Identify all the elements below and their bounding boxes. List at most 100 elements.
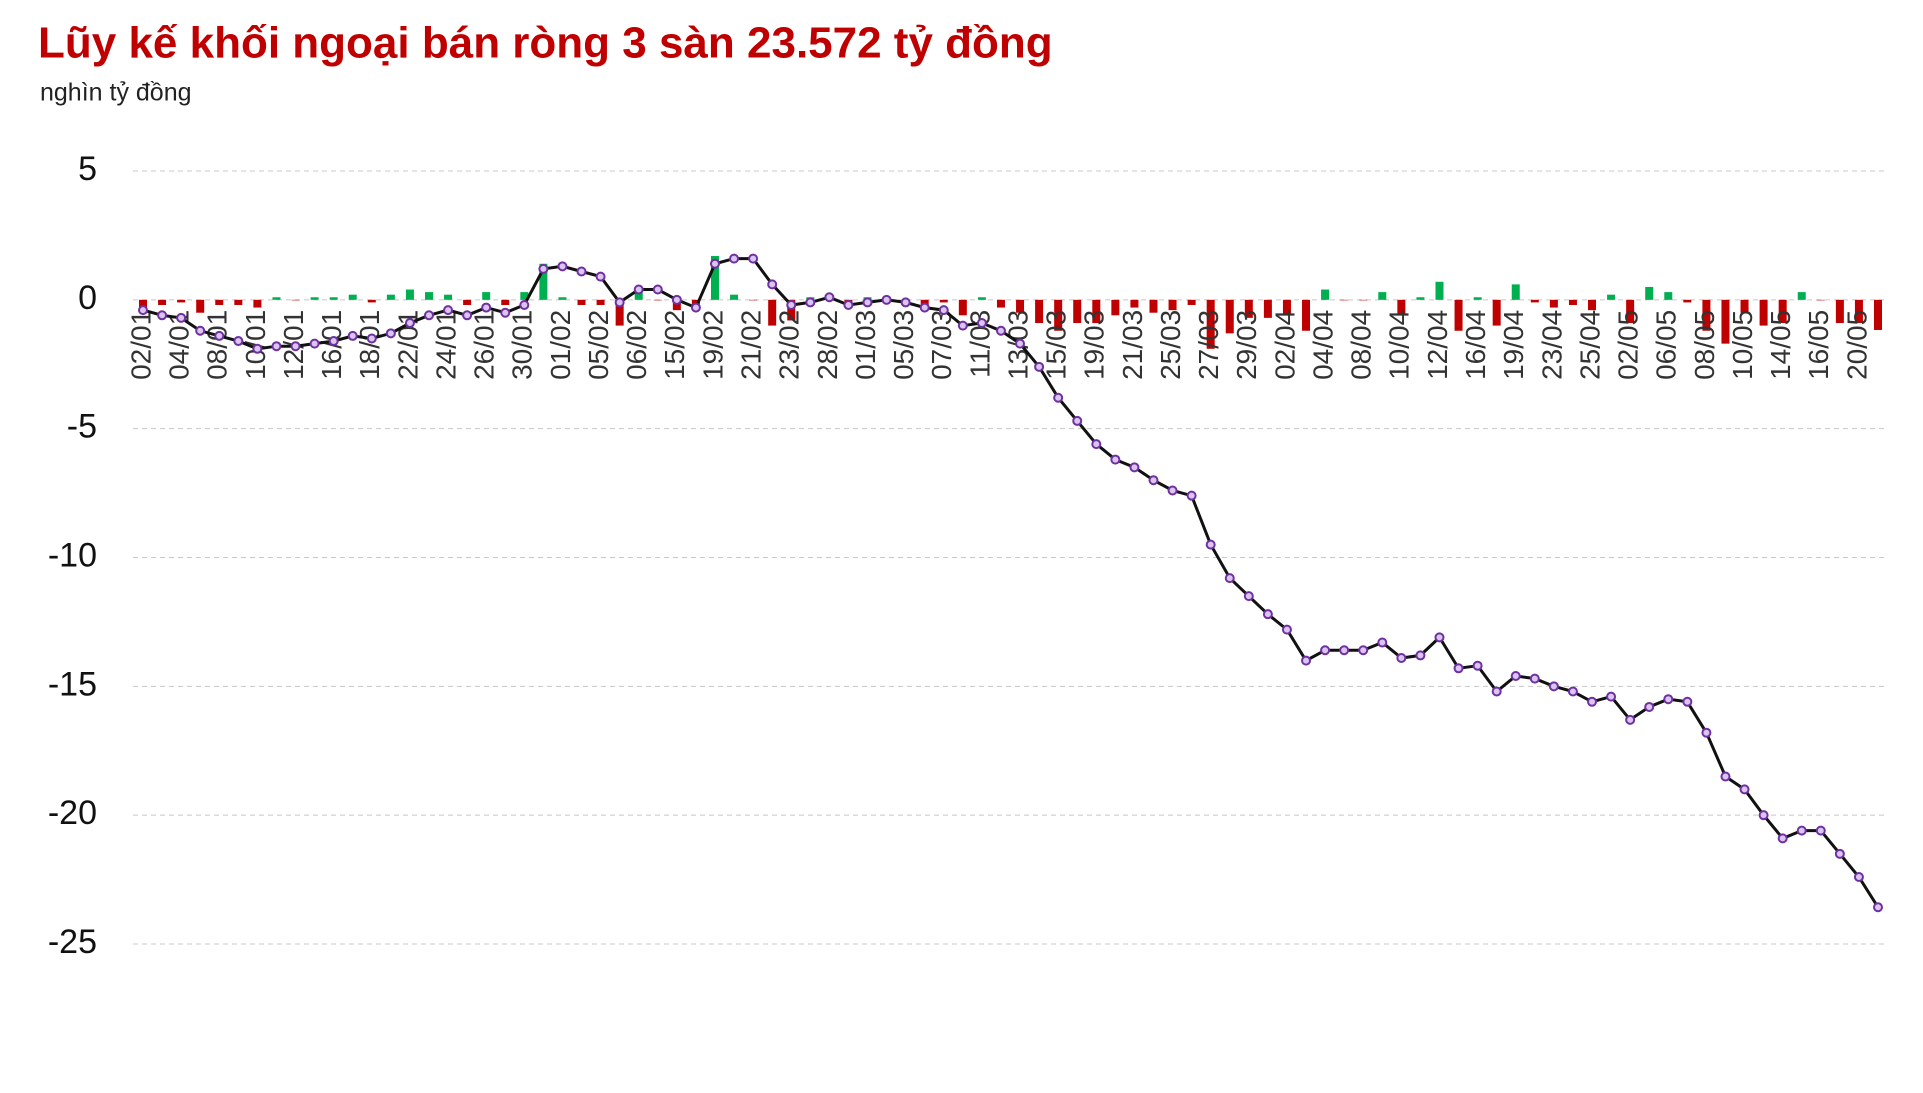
- y-tick-label: -10: [48, 536, 97, 574]
- point: [976, 318, 987, 329]
- point: [1262, 609, 1273, 620]
- bar: [615, 299, 624, 326]
- point: [1015, 338, 1026, 349]
- y-tick-label: 0: [78, 279, 97, 317]
- bar: [463, 299, 472, 305]
- bar: [310, 297, 319, 300]
- point: [1110, 454, 1121, 465]
- bar: [730, 294, 739, 300]
- x-tick-label: 08/04: [1346, 310, 1377, 380]
- bar: [577, 299, 586, 305]
- bar: [996, 299, 1005, 308]
- bar: [1035, 299, 1044, 324]
- bar: [405, 289, 414, 300]
- bar: [1740, 299, 1749, 313]
- bar: [939, 299, 948, 303]
- x-tick-label: 19/04: [1498, 310, 1529, 380]
- bar: [196, 299, 205, 313]
- point: [1186, 490, 1197, 501]
- point: [138, 305, 148, 316]
- point: [938, 305, 949, 316]
- x-tick-label: 02/01: [125, 310, 156, 380]
- point: [385, 328, 396, 339]
- point: [919, 302, 930, 313]
- bar: [272, 297, 281, 300]
- bar: [920, 299, 929, 305]
- point: [1777, 833, 1788, 844]
- x-tick-label: 15/03: [1041, 310, 1072, 380]
- point: [729, 253, 740, 264]
- point: [1663, 694, 1674, 705]
- x-tick-label: 05/03: [888, 310, 919, 380]
- bar: [1263, 299, 1272, 318]
- bar: [253, 299, 262, 308]
- bar: [1244, 299, 1253, 318]
- bar: [1664, 292, 1673, 300]
- bar: [1454, 299, 1463, 331]
- bar: [1416, 297, 1425, 300]
- point: [748, 253, 759, 264]
- bar: [1759, 299, 1768, 326]
- bar: [1321, 289, 1330, 300]
- point: [1358, 645, 1369, 656]
- bar: [329, 297, 338, 300]
- point: [824, 292, 835, 303]
- point: [881, 294, 892, 305]
- x-tick-label: 10/05: [1727, 310, 1758, 380]
- point: [1472, 660, 1483, 671]
- point: [1529, 673, 1540, 684]
- bar: [1549, 299, 1558, 308]
- point: [862, 297, 873, 308]
- bar: [1225, 299, 1234, 334]
- point: [500, 307, 511, 318]
- x-tick-label: 06/05: [1651, 310, 1682, 380]
- x-tick-label: 27/03: [1193, 310, 1224, 380]
- bar: [424, 292, 433, 300]
- x-tick-label: 14/05: [1765, 310, 1796, 380]
- point: [1682, 696, 1693, 707]
- point: [1815, 825, 1826, 836]
- point: [767, 279, 778, 290]
- bar: [749, 299, 758, 301]
- bar: [539, 263, 548, 300]
- bar: [1874, 299, 1882, 330]
- bar: [1702, 299, 1711, 331]
- bar: [1168, 299, 1177, 311]
- point: [176, 312, 187, 323]
- x-tick-label: 10/04: [1384, 310, 1415, 380]
- x-tick-label: 05/02: [583, 310, 614, 380]
- point: [423, 310, 434, 321]
- bar: [348, 294, 357, 300]
- bar: [367, 299, 376, 303]
- bar: [1092, 299, 1101, 324]
- point: [614, 297, 625, 308]
- point: [1758, 810, 1769, 821]
- x-tick-label: 02/05: [1613, 310, 1644, 380]
- point: [1720, 771, 1731, 782]
- bar: [768, 299, 777, 326]
- point: [786, 299, 797, 310]
- x-tick-label: 21/03: [1117, 310, 1148, 380]
- y-tick-label: -5: [67, 408, 97, 446]
- bar: [1149, 299, 1158, 313]
- point: [1701, 727, 1712, 738]
- x-tick-label: 08/05: [1689, 310, 1720, 380]
- point: [271, 341, 282, 352]
- bar: [1797, 292, 1806, 300]
- point: [1739, 784, 1750, 795]
- chart-subtitle: nghìn tỷ đồng: [40, 79, 192, 107]
- point: [1434, 632, 1445, 643]
- point: [328, 336, 339, 347]
- point: [157, 310, 168, 321]
- point: [1491, 686, 1502, 697]
- bar: [1016, 299, 1025, 313]
- point: [1644, 701, 1655, 712]
- x-tick-label: 01/02: [545, 310, 576, 380]
- bar: [1187, 299, 1196, 305]
- x-tick-label: 15/02: [659, 310, 690, 380]
- point: [366, 333, 377, 344]
- point: [1339, 645, 1350, 656]
- point: [1129, 462, 1140, 473]
- bar: [1302, 299, 1311, 331]
